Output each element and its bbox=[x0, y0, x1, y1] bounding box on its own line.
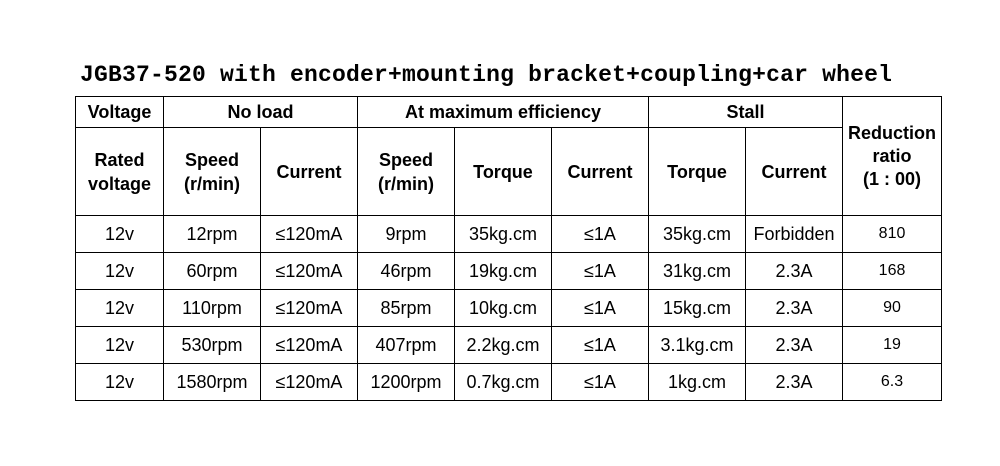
rated-voltage-header: Rated voltage bbox=[75, 127, 164, 216]
max-eff-speed-line1: Speed bbox=[378, 149, 434, 170]
ratio-header-line2: ratio bbox=[872, 145, 912, 166]
cell-no-load-speed: 60rpm bbox=[163, 252, 261, 290]
cell-reduction-ratio: 90 bbox=[842, 289, 943, 327]
table-row: 12v 60rpm ≤120mA 46rpm 19kg.cm ≤1A 31kg.… bbox=[75, 252, 943, 290]
cell-no-load-current: ≤120mA bbox=[260, 326, 358, 364]
motor-spec-table: Voltage No load At maximum efficiency St… bbox=[75, 96, 943, 401]
cell-no-load-speed: 110rpm bbox=[163, 289, 261, 327]
cell-no-load-current: ≤120mA bbox=[260, 363, 358, 401]
cell-no-load-current: ≤120mA bbox=[260, 215, 358, 253]
cell-max-eff-speed: 1200rpm bbox=[357, 363, 455, 401]
cell-stall-current: 2.3A bbox=[745, 363, 844, 401]
no-load-speed-line1: Speed bbox=[184, 149, 240, 170]
table-row: 12v 12rpm ≤120mA 9rpm 35kg.cm ≤1A 35kg.c… bbox=[75, 215, 943, 253]
stall-header: Stall bbox=[648, 96, 844, 128]
cell-reduction-ratio: 168 bbox=[842, 252, 943, 290]
stall-current-header: Current bbox=[745, 127, 844, 216]
cell-no-load-speed: 1580rpm bbox=[163, 363, 261, 401]
voltage-header: Voltage bbox=[75, 96, 164, 128]
reduction-ratio-header: Reduction ratio (1 : 00) bbox=[842, 96, 943, 216]
cell-max-eff-speed: 9rpm bbox=[357, 215, 455, 253]
rated-voltage-line1: Rated bbox=[94, 149, 145, 170]
no-load-header: No load bbox=[163, 96, 358, 128]
stall-torque-header: Torque bbox=[648, 127, 747, 216]
no-load-speed-header: Speed (r/min) bbox=[163, 127, 261, 216]
cell-stall-torque: 35kg.cm bbox=[648, 215, 747, 253]
cell-max-eff-current: ≤1A bbox=[550, 215, 650, 253]
cell-rated-voltage: 12v bbox=[75, 289, 164, 327]
cell-stall-current: Forbidden bbox=[745, 215, 844, 253]
cell-stall-current: 2.3A bbox=[745, 289, 844, 327]
max-efficiency-header: At maximum efficiency bbox=[356, 96, 650, 128]
sub-header-row: Rated voltage Speed (r/min) Current Spee… bbox=[75, 127, 942, 216]
cell-rated-voltage: 12v bbox=[75, 215, 164, 253]
cell-stall-torque: 31kg.cm bbox=[648, 252, 747, 290]
cell-stall-torque: 15kg.cm bbox=[648, 289, 747, 327]
cell-rated-voltage: 12v bbox=[75, 252, 164, 290]
cell-no-load-current: ≤120mA bbox=[260, 289, 358, 327]
table-row: 12v 1580rpm ≤120mA 1200rpm 0.7kg.cm ≤1A … bbox=[75, 363, 943, 401]
cell-max-eff-torque: 19kg.cm bbox=[454, 252, 552, 290]
cell-max-eff-current: ≤1A bbox=[550, 326, 650, 364]
cell-reduction-ratio: 810 bbox=[842, 215, 943, 253]
cell-max-eff-current: ≤1A bbox=[550, 252, 650, 290]
cell-stall-torque: 3.1kg.cm bbox=[648, 326, 747, 364]
cell-stall-torque: 1kg.cm bbox=[648, 363, 747, 401]
cell-max-eff-torque: 35kg.cm bbox=[454, 215, 552, 253]
cell-max-eff-torque: 2.2kg.cm bbox=[454, 326, 552, 364]
cell-no-load-current: ≤120mA bbox=[260, 252, 358, 290]
cell-max-eff-torque: 10kg.cm bbox=[454, 289, 552, 327]
cell-max-eff-speed: 85rpm bbox=[357, 289, 455, 327]
max-eff-speed-line2: (r/min) bbox=[378, 173, 434, 194]
cell-rated-voltage: 12v bbox=[75, 326, 164, 364]
cell-rated-voltage: 12v bbox=[75, 363, 164, 401]
cell-max-eff-speed: 407rpm bbox=[357, 326, 455, 364]
cell-reduction-ratio: 19 bbox=[842, 326, 943, 364]
cell-max-eff-torque: 0.7kg.cm bbox=[454, 363, 552, 401]
rated-voltage-line2: voltage bbox=[87, 173, 152, 194]
cell-stall-current: 2.3A bbox=[745, 252, 844, 290]
cell-max-eff-speed: 46rpm bbox=[357, 252, 455, 290]
no-load-speed-line2: (r/min) bbox=[184, 173, 240, 194]
max-eff-current-header: Current bbox=[550, 127, 650, 216]
cell-stall-current: 2.3A bbox=[745, 326, 844, 364]
no-load-current-header: Current bbox=[260, 127, 358, 216]
table-row: 12v 530rpm ≤120mA 407rpm 2.2kg.cm ≤1A 3.… bbox=[75, 326, 943, 364]
cell-no-load-speed: 12rpm bbox=[163, 215, 261, 253]
cell-max-eff-current: ≤1A bbox=[550, 363, 650, 401]
group-header-row: Voltage No load At maximum efficiency St… bbox=[75, 96, 943, 216]
cell-no-load-speed: 530rpm bbox=[163, 326, 261, 364]
ratio-header-line1: Reduction bbox=[848, 122, 937, 143]
cell-reduction-ratio: 6.3 bbox=[842, 363, 943, 401]
max-eff-speed-header: Speed (r/min) bbox=[357, 127, 455, 216]
table-row: 12v 110rpm ≤120mA 85rpm 10kg.cm ≤1A 15kg… bbox=[75, 289, 943, 327]
ratio-header-line3: (1 : 00) bbox=[863, 168, 922, 189]
cell-max-eff-current: ≤1A bbox=[550, 289, 650, 327]
spec-title: JGB37-520 with encoder+mounting bracket+… bbox=[80, 62, 893, 88]
max-eff-torque-header: Torque bbox=[454, 127, 552, 216]
